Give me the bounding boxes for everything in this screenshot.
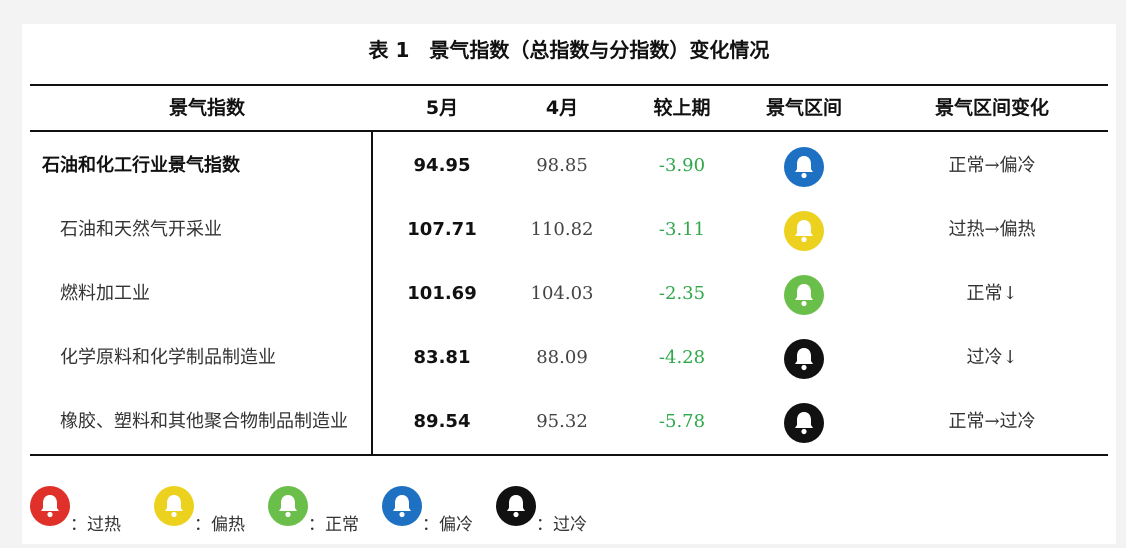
col-header-change: 较上期 xyxy=(653,97,711,119)
row-zone xyxy=(744,134,864,198)
col-header-apr: 4月 xyxy=(545,97,579,119)
row-name: 化学原料和化学制品制造业 xyxy=(60,347,276,368)
row-change-value: -4.28 xyxy=(658,347,706,368)
row-apr-value: 88.09 xyxy=(536,347,588,368)
col-header-may: 5月 xyxy=(425,97,459,119)
row-zone xyxy=(744,198,864,262)
row-apr-value: 104.03 xyxy=(530,283,594,304)
bell-green-icon xyxy=(268,486,308,526)
row-name: 橡胶、塑料和其他聚合物制品制造业 xyxy=(60,411,348,432)
legend-label: ：过热 xyxy=(70,515,121,535)
bell-yellow-icon xyxy=(784,211,824,251)
bell-blue-icon xyxy=(784,147,824,187)
legend-label: ：偏冷 xyxy=(422,515,473,535)
table-row: 石油和天然气开采业 107.71 110.82 -3.11 过热→偏热 xyxy=(22,198,1116,262)
legend-label: ：正常 xyxy=(308,515,359,535)
col-header-zone: 景气区间 xyxy=(765,97,842,119)
bell-black-icon xyxy=(496,486,536,526)
row-apr-value: 110.82 xyxy=(530,219,594,240)
row-may-value: 94.95 xyxy=(413,155,471,176)
row-zone-change: 过热→偏热 xyxy=(948,219,1036,240)
row-change-value: -3.11 xyxy=(658,219,706,240)
row-apr-value: 95.32 xyxy=(536,411,588,432)
bell-blue-icon xyxy=(382,486,422,526)
row-zone-change: 正常→偏冷 xyxy=(948,155,1036,176)
row-change-value: -5.78 xyxy=(658,411,706,432)
table-figure: 表 1 景气指数（总指数与分指数）变化情况 景气指数 5月 4月 较上期 景气区… xyxy=(22,24,1116,544)
row-change-value: -3.90 xyxy=(658,155,706,176)
row-may-value: 107.71 xyxy=(407,219,477,240)
table-row: 石油和化工行业景气指数 94.95 98.85 -3.90 正常→偏冷 xyxy=(22,134,1116,198)
table-caption: 表 1 景气指数（总指数与分指数）变化情况 xyxy=(368,38,770,62)
header-rule xyxy=(30,130,1108,132)
col-header-zone-change: 景气区间变化 xyxy=(934,97,1049,119)
bell-red-icon xyxy=(30,486,70,526)
legend-label: ：偏热 xyxy=(194,515,245,535)
top-rule xyxy=(30,84,1108,86)
row-may-value: 89.54 xyxy=(413,411,471,432)
row-change-value: -2.35 xyxy=(658,283,706,304)
table-row: 燃料加工业 101.69 104.03 -2.35 正常↓ xyxy=(22,262,1116,326)
row-name: 石油和化工行业景气指数 xyxy=(42,155,240,176)
bell-black-icon xyxy=(784,403,824,443)
row-name: 燃料加工业 xyxy=(60,283,150,304)
row-may-value: 83.81 xyxy=(413,347,471,368)
row-name: 石油和天然气开采业 xyxy=(60,219,222,240)
column-divider xyxy=(371,132,373,454)
bell-black-icon xyxy=(784,339,824,379)
row-zone xyxy=(744,262,864,326)
legend-label: ：过冷 xyxy=(536,515,587,535)
row-zone xyxy=(744,326,864,390)
table-row: 化学原料和化学制品制造业 83.81 88.09 -4.28 过冷↓ xyxy=(22,326,1116,390)
bottom-rule xyxy=(30,454,1108,456)
table-row: 橡胶、塑料和其他聚合物制品制造业 89.54 95.32 -5.78 正常→过冷 xyxy=(22,390,1116,454)
row-zone-change: 正常↓ xyxy=(966,283,1018,304)
row-zone-change: 正常→过冷 xyxy=(948,411,1036,432)
row-may-value: 101.69 xyxy=(407,283,477,304)
row-zone-change: 过冷↓ xyxy=(966,347,1018,368)
col-header-index: 景气指数 xyxy=(168,97,245,119)
bell-yellow-icon xyxy=(154,486,194,526)
bell-green-icon xyxy=(784,275,824,315)
row-zone xyxy=(744,390,864,454)
row-apr-value: 98.85 xyxy=(536,155,588,176)
